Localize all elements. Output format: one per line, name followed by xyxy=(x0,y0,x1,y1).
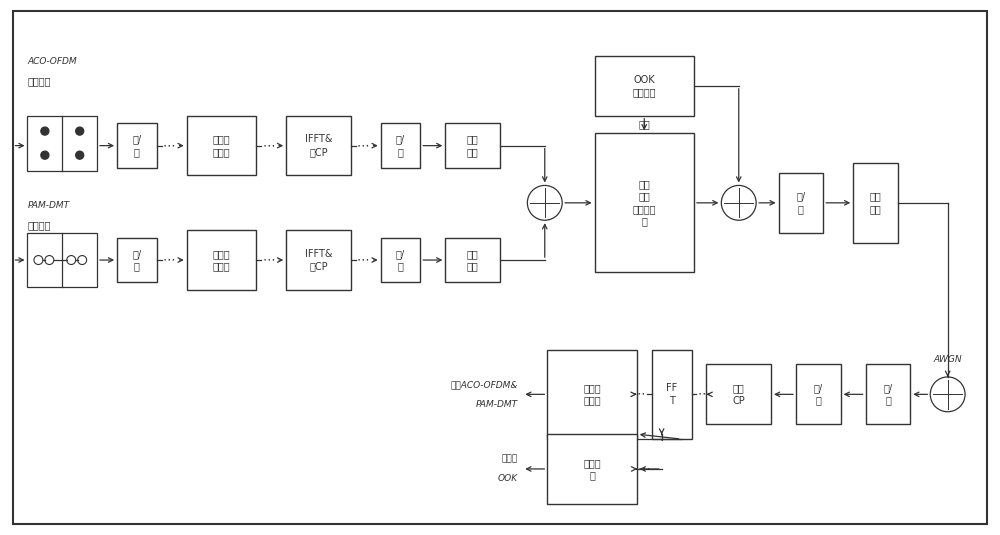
Bar xyxy=(547,349,637,439)
Text: 对称共
轭扩展: 对称共 轭扩展 xyxy=(213,249,230,271)
Text: 阈値估
计: 阈値估 计 xyxy=(583,458,601,480)
Text: FF
T: FF T xyxy=(666,383,677,406)
Text: 移去
CP: 移去 CP xyxy=(732,383,745,406)
Text: 控制: 控制 xyxy=(638,119,650,129)
Circle shape xyxy=(930,377,965,412)
Text: 串/
并: 串/ 并 xyxy=(132,134,141,157)
Circle shape xyxy=(527,186,562,220)
Bar xyxy=(796,364,841,424)
Bar xyxy=(27,116,97,171)
Bar xyxy=(853,163,898,243)
Text: 数/
模: 数/ 模 xyxy=(883,383,893,406)
Bar xyxy=(547,434,637,504)
Text: ⋯: ⋯ xyxy=(357,139,369,152)
Bar xyxy=(27,233,97,287)
Text: 串/
并: 串/ 并 xyxy=(814,383,823,406)
Bar xyxy=(445,123,500,168)
Circle shape xyxy=(76,127,84,135)
Text: 串/
并: 串/ 并 xyxy=(132,249,141,271)
Bar xyxy=(286,230,351,290)
Text: 输出
信号: 输出 信号 xyxy=(870,192,881,214)
Bar xyxy=(381,123,420,168)
Text: ⋯: ⋯ xyxy=(262,139,275,152)
Circle shape xyxy=(34,256,43,264)
Circle shape xyxy=(67,256,76,264)
Circle shape xyxy=(76,151,84,159)
Text: 数/
模: 数/ 模 xyxy=(796,192,805,214)
Circle shape xyxy=(721,186,756,220)
Text: 检测ACO-OFDM&: 检测ACO-OFDM& xyxy=(450,380,517,389)
Text: 输入信号: 输入信号 xyxy=(27,220,51,230)
Bar xyxy=(286,116,351,175)
Text: ⋯: ⋯ xyxy=(262,254,275,266)
Text: ⋯: ⋯ xyxy=(163,139,175,152)
Text: 最大似
然估计: 最大似 然估计 xyxy=(583,383,601,406)
Bar xyxy=(706,364,771,424)
Bar xyxy=(595,56,694,116)
Bar xyxy=(187,230,256,290)
Text: 削减
负数: 削减 负数 xyxy=(467,249,479,271)
Bar xyxy=(117,238,157,282)
Bar xyxy=(445,238,500,282)
Text: IFFT&
加CP: IFFT& 加CP xyxy=(305,249,332,271)
Text: 并/
串: 并/ 串 xyxy=(396,134,405,157)
Text: OOK: OOK xyxy=(497,475,517,484)
Text: AWGN: AWGN xyxy=(933,355,962,364)
Text: 对称共
轭扩展: 对称共 轭扩展 xyxy=(213,134,230,157)
Text: ⋮: ⋮ xyxy=(655,430,668,443)
Text: ⋯: ⋯ xyxy=(357,254,369,266)
Text: 检测出: 检测出 xyxy=(501,455,517,463)
Circle shape xyxy=(41,151,49,159)
Text: OOK
输入信号: OOK 输入信号 xyxy=(632,75,656,97)
Text: 并/
串: 并/ 串 xyxy=(396,249,405,271)
Bar xyxy=(117,123,157,168)
Bar xyxy=(595,133,694,272)
Text: PAM-DMT: PAM-DMT xyxy=(475,400,517,409)
Circle shape xyxy=(41,127,49,135)
Bar xyxy=(187,116,256,175)
Circle shape xyxy=(78,256,87,264)
Text: ⋯: ⋯ xyxy=(163,254,175,266)
Bar xyxy=(652,349,692,439)
Text: ⋯: ⋯ xyxy=(638,462,650,476)
Text: ⋯: ⋯ xyxy=(698,388,710,401)
Bar xyxy=(866,364,910,424)
Text: ACO-OFDM: ACO-OFDM xyxy=(27,57,77,66)
Bar xyxy=(381,238,420,282)
Text: IFFT&
加CP: IFFT& 加CP xyxy=(305,134,332,157)
Circle shape xyxy=(45,256,54,264)
Text: 添加
时间
选择性偏
置: 添加 时间 选择性偏 置 xyxy=(632,179,656,226)
Text: 输入信号: 输入信号 xyxy=(27,76,51,86)
Text: 削减
负数: 削减 负数 xyxy=(467,134,479,157)
Text: PAM-DMT: PAM-DMT xyxy=(27,201,70,210)
Text: ⋯: ⋯ xyxy=(633,388,646,401)
Bar xyxy=(779,173,823,233)
